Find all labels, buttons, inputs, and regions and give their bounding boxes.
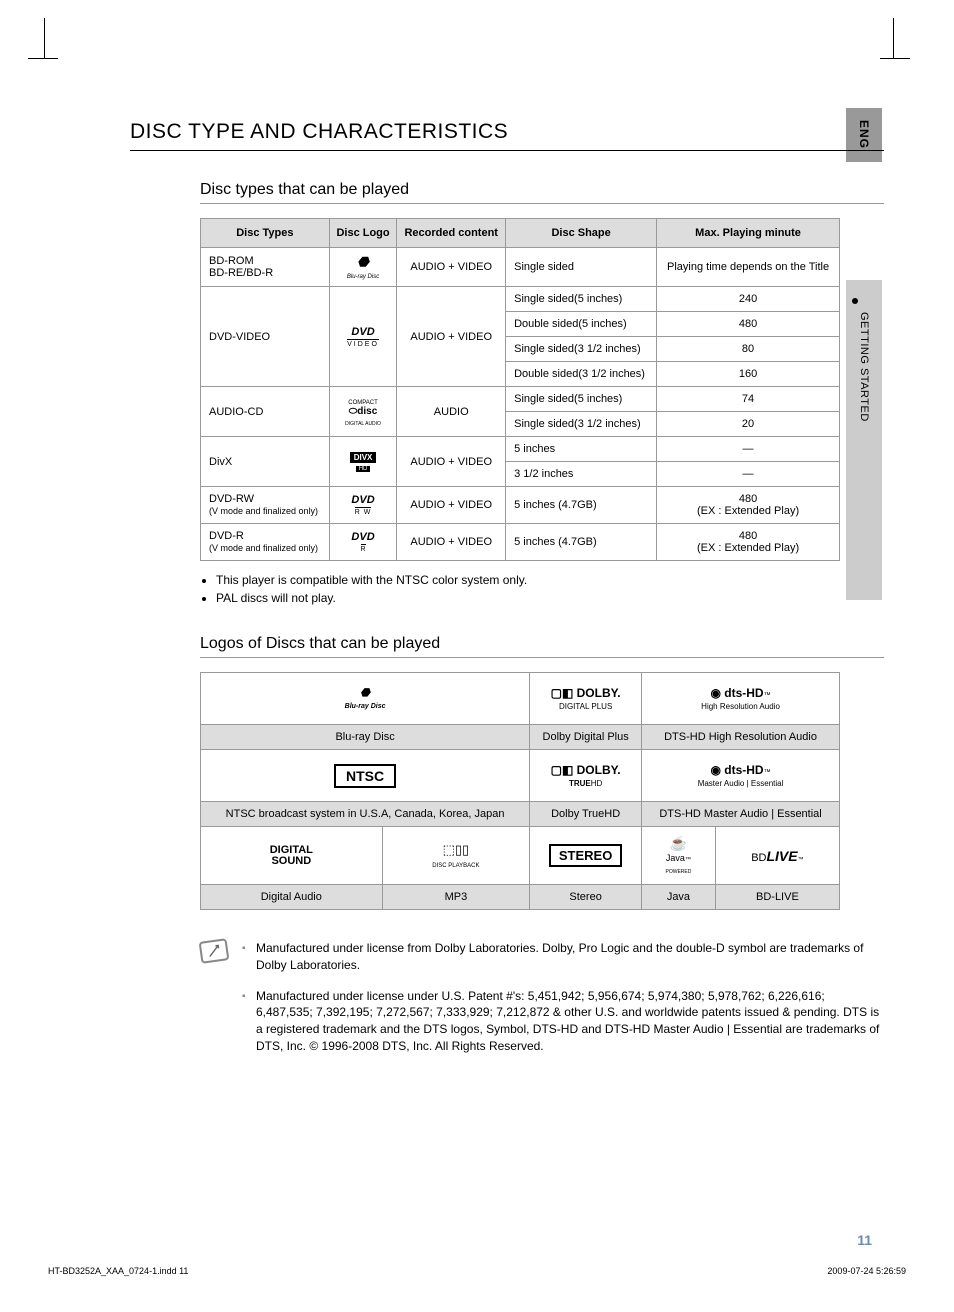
cell-content: AUDIO + VIDEO	[397, 287, 506, 387]
cell-disc-logo: DVDR W	[329, 487, 397, 524]
logo-cell: ◉ dts-HD™High Resolution Audio	[642, 673, 840, 725]
logo-cell: ◉ dts-HD™Master Audio | Essential	[642, 750, 840, 802]
logo-caption: Blu-ray Disc	[201, 725, 530, 750]
logo-cell: STEREO	[530, 827, 642, 885]
cell-time: —	[657, 437, 840, 462]
cell-time: —	[657, 462, 840, 487]
logo-caption: Java	[642, 885, 716, 910]
logo-caption: DTS-HD Master Audio | Essential	[642, 802, 840, 827]
logo-cell: ▢◧ DOLBY.TRUEHD	[530, 750, 642, 802]
cell-time: 80	[657, 337, 840, 362]
logo-cell: DIGITALSOUND	[201, 827, 383, 885]
cell-shape: Single sided(5 inches)	[506, 387, 657, 412]
cell-disc-logo: COMPACT⬭discDIGITAL AUDIO	[329, 387, 397, 437]
cell-content: AUDIO + VIDEO	[397, 487, 506, 524]
logo-caption: Dolby TrueHD	[530, 802, 642, 827]
footer: HT-BD3252A_XAA_0724-1.indd 11 2009-07-24…	[48, 1266, 906, 1276]
cell-disc-type: AUDIO-CD	[201, 387, 330, 437]
th-logo: Disc Logo	[329, 219, 397, 248]
cell-shape: 5 inches	[506, 437, 657, 462]
cell-disc-type: BD-ROMBD-RE/BD-R	[201, 248, 330, 287]
cell-disc-type: DVD-VIDEO	[201, 287, 330, 387]
th-types: Disc Types	[201, 219, 330, 248]
disc-types-table: Disc Types Disc Logo Recorded content Di…	[200, 218, 840, 561]
logo-caption: DTS-HD High Resolution Audio	[642, 725, 840, 750]
license-notes: Manufactured under license from Dolby La…	[200, 940, 884, 1069]
note-item: Manufactured under license from Dolby La…	[242, 940, 884, 974]
cell-time: 74	[657, 387, 840, 412]
compat-bullets: This player is compatible with the NTSC …	[200, 573, 884, 605]
cell-disc-logo: DVDR	[329, 524, 397, 561]
subheading-disc-types: Disc types that can be played	[200, 181, 884, 204]
cell-time: Playing time depends on the Title	[657, 248, 840, 287]
subheading-logos: Logos of Discs that can be played	[200, 635, 884, 658]
logos-table: ⬣Blu-ray Disc ▢◧ DOLBY.DIGITAL PLUS ◉ dt…	[200, 672, 840, 910]
cell-shape: Double sided(5 inches)	[506, 312, 657, 337]
cell-shape: Single sided(3 1/2 inches)	[506, 412, 657, 437]
cell-time: 20	[657, 412, 840, 437]
page-number: 11	[857, 1232, 872, 1248]
cell-time: 480	[657, 312, 840, 337]
cell-shape: 5 inches (4.7GB)	[506, 487, 657, 524]
logo-caption: MP3	[382, 885, 530, 910]
logo-cell: ⬣Blu-ray Disc	[201, 673, 530, 725]
cell-content: AUDIO	[397, 387, 506, 437]
cell-content: AUDIO + VIDEO	[397, 437, 506, 487]
cell-time: 240	[657, 287, 840, 312]
cell-shape: 5 inches (4.7GB)	[506, 524, 657, 561]
logo-caption: Stereo	[530, 885, 642, 910]
logo-caption: Digital Audio	[201, 885, 383, 910]
cell-shape: Single sided(3 1/2 inches)	[506, 337, 657, 362]
page-title: DISC TYPE AND CHARACTERISTICS	[130, 120, 884, 151]
logo-cell: BDLIVE™	[715, 827, 839, 885]
logo-caption: BD-LIVE	[715, 885, 839, 910]
logo-caption: Dolby Digital Plus	[530, 725, 642, 750]
logo-cell: NTSC	[201, 750, 530, 802]
note-icon	[199, 938, 230, 964]
logo-caption: NTSC broadcast system in U.S.A, Canada, …	[201, 802, 530, 827]
cell-disc-type: DivX	[201, 437, 330, 487]
cell-content: AUDIO + VIDEO	[397, 524, 506, 561]
footer-date: 2009-07-24 5:26:59	[827, 1266, 906, 1276]
cell-time: 160	[657, 362, 840, 387]
th-shape: Disc Shape	[506, 219, 657, 248]
cell-disc-logo: DVDVIDEO	[329, 287, 397, 387]
cell-disc-type: DVD-RW(V mode and finalized only)	[201, 487, 330, 524]
cell-disc-logo: ⬣Blu-ray Disc	[329, 248, 397, 287]
th-time: Max. Playing minute	[657, 219, 840, 248]
logo-cell: ⬚▯▯DISC PLAYBACK	[382, 827, 530, 885]
footer-file: HT-BD3252A_XAA_0724-1.indd 11	[48, 1266, 188, 1276]
cell-content: AUDIO + VIDEO	[397, 248, 506, 287]
cell-shape: Single sided	[506, 248, 657, 287]
note-item: Manufactured under license under U.S. Pa…	[242, 988, 884, 1055]
cell-time: 480(EX : Extended Play)	[657, 524, 840, 561]
logo-cell: ▢◧ DOLBY.DIGITAL PLUS	[530, 673, 642, 725]
cell-shape: Single sided(5 inches)	[506, 287, 657, 312]
th-content: Recorded content	[397, 219, 506, 248]
bullet-item: This player is compatible with the NTSC …	[216, 573, 884, 587]
cell-shape: Double sided(3 1/2 inches)	[506, 362, 657, 387]
cell-time: 480(EX : Extended Play)	[657, 487, 840, 524]
bullet-item: PAL discs will not play.	[216, 591, 884, 605]
cell-disc-logo: DIVXHD	[329, 437, 397, 487]
logo-cell: ☕Java™POWERED	[642, 827, 716, 885]
cell-disc-type: DVD-R(V mode and finalized only)	[201, 524, 330, 561]
cell-shape: 3 1/2 inches	[506, 462, 657, 487]
